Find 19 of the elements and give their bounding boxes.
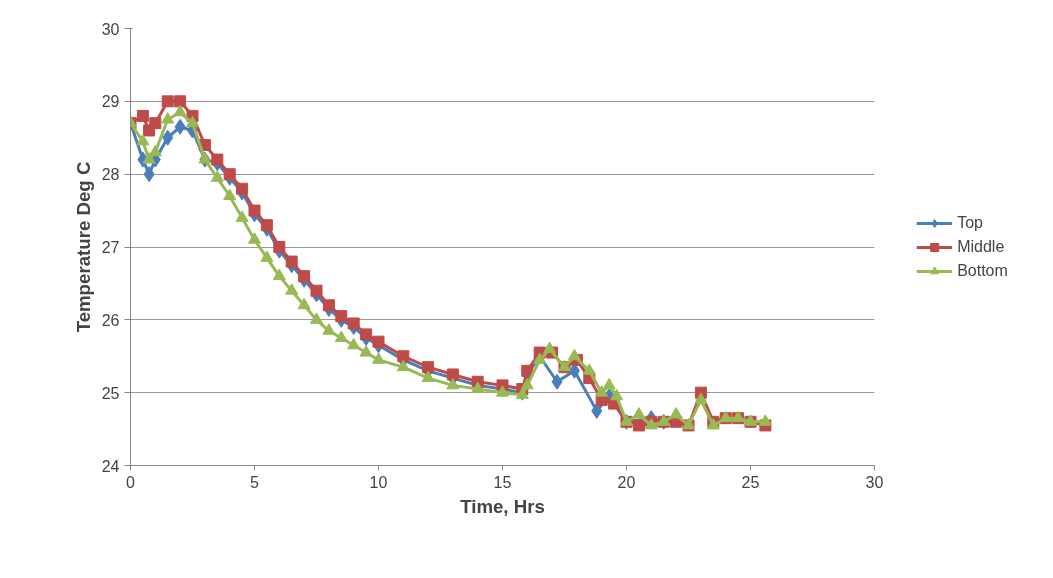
y-tick-label: 26 [101, 311, 120, 329]
y-tick-label: 30 [101, 20, 120, 38]
x-tick-label: 25 [741, 473, 760, 491]
x-axis-title: Time, Hrs [460, 495, 545, 517]
legend-label: Bottom [957, 261, 1008, 280]
x-tick-label: 20 [617, 473, 636, 491]
y-tick-label: 28 [101, 166, 120, 184]
x-tick-label: 30 [865, 473, 884, 491]
y-axis-title: Temperature Deg C [72, 161, 94, 333]
x-tick-label: 5 [250, 473, 260, 491]
y-tick-label: 25 [101, 384, 120, 402]
legend-label: Top [957, 213, 983, 232]
x-tick-label: 0 [126, 473, 136, 491]
y-tick-label: 29 [101, 93, 120, 111]
legend-label: Middle [957, 237, 1005, 256]
y-tick-label: 24 [101, 457, 120, 475]
y-tick-label: 27 [101, 239, 120, 256]
x-tick-label: 10 [369, 473, 388, 491]
x-tick-label: 15 [493, 473, 512, 491]
